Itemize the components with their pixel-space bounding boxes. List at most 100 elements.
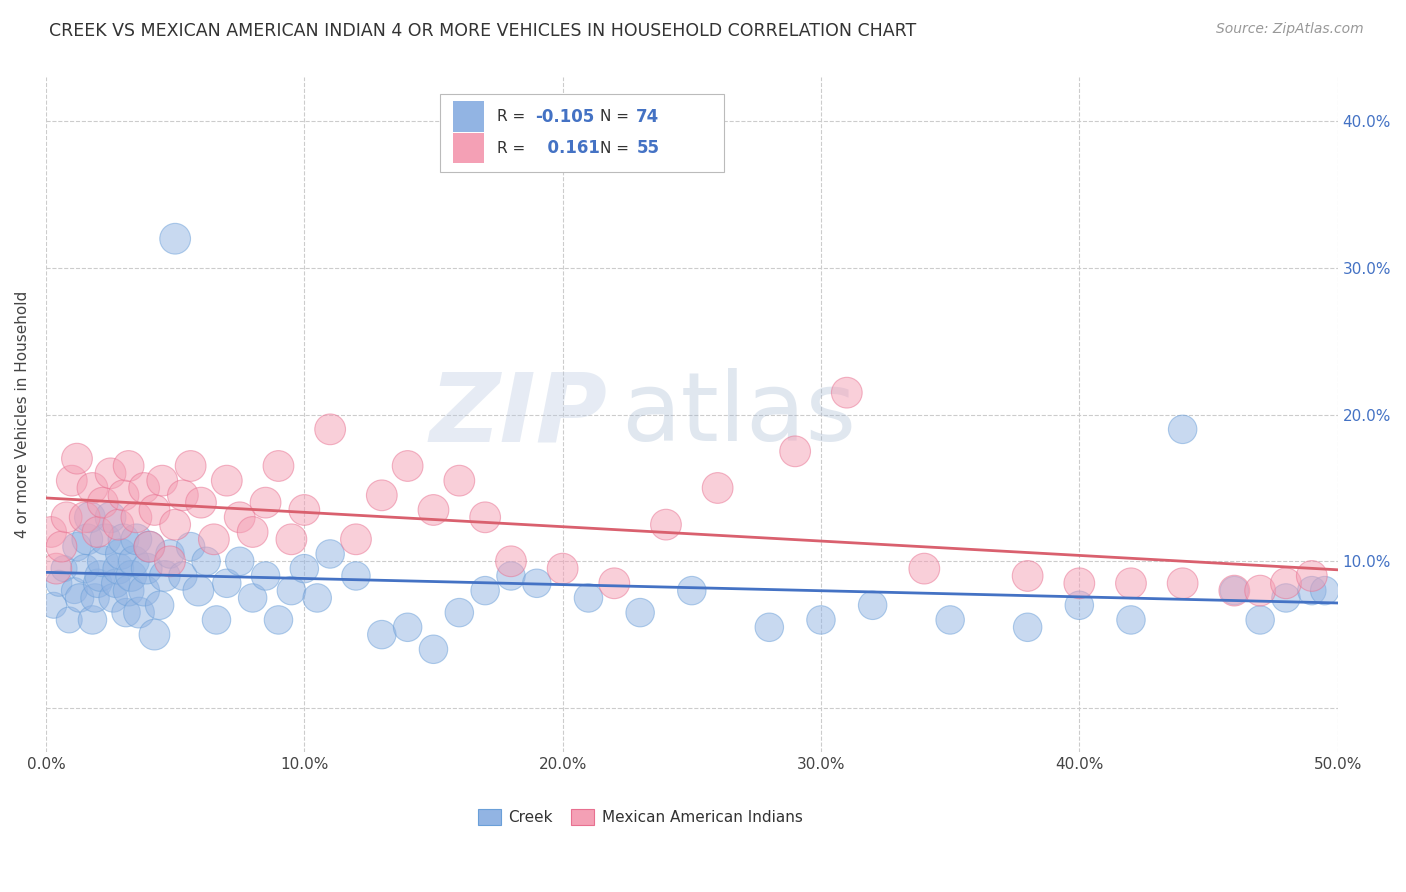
Point	[180, 458, 202, 473]
Point	[165, 517, 187, 532]
Point	[603, 576, 626, 591]
Point	[100, 467, 122, 481]
Point	[134, 583, 156, 598]
Point	[153, 569, 176, 583]
Point	[267, 458, 290, 473]
Point	[122, 554, 145, 568]
Point	[280, 583, 302, 598]
Point	[228, 554, 250, 568]
Point	[307, 591, 329, 605]
Point	[172, 488, 194, 502]
Point	[1119, 613, 1142, 627]
Point	[254, 496, 277, 510]
Point	[94, 533, 117, 547]
Point	[396, 458, 419, 473]
Point	[91, 554, 114, 568]
Point	[706, 481, 728, 495]
Point	[180, 540, 202, 554]
Point	[115, 606, 138, 620]
Point	[117, 583, 139, 598]
Point	[396, 620, 419, 634]
Point	[138, 540, 160, 554]
Point	[344, 533, 367, 547]
Point	[187, 583, 209, 598]
Point	[39, 524, 62, 539]
Point	[474, 510, 496, 524]
Point	[422, 642, 444, 657]
Point	[835, 385, 858, 400]
Point	[292, 561, 315, 575]
Point	[215, 576, 238, 591]
Point	[228, 510, 250, 524]
Point	[69, 591, 91, 605]
Text: -0.105: -0.105	[536, 108, 595, 126]
Point	[110, 547, 132, 561]
Point	[66, 451, 89, 466]
Point	[112, 488, 135, 502]
Point	[578, 591, 600, 605]
Point	[107, 561, 129, 575]
Point	[628, 606, 651, 620]
Point	[125, 533, 148, 547]
Legend: Creek, Mexican American Indians: Creek, Mexican American Indians	[471, 804, 808, 831]
Point	[138, 540, 160, 554]
Text: R =: R =	[496, 141, 530, 156]
Point	[202, 533, 225, 547]
Point	[82, 613, 104, 627]
Point	[55, 510, 77, 524]
FancyBboxPatch shape	[453, 102, 484, 132]
Point	[107, 517, 129, 532]
Point	[135, 561, 157, 575]
Point	[939, 613, 962, 627]
Point	[758, 620, 780, 634]
Point	[1017, 569, 1039, 583]
Point	[53, 561, 76, 575]
Point	[89, 569, 111, 583]
Text: N =: N =	[600, 141, 634, 156]
Point	[499, 554, 522, 568]
Point	[1069, 576, 1091, 591]
Point	[1301, 569, 1323, 583]
Point	[1275, 576, 1298, 591]
Point	[76, 533, 98, 547]
Text: 74: 74	[637, 108, 659, 126]
Point	[280, 533, 302, 547]
Point	[1249, 583, 1271, 598]
Point	[474, 583, 496, 598]
Point	[165, 232, 187, 246]
Point	[242, 591, 264, 605]
FancyBboxPatch shape	[453, 133, 484, 163]
Point	[150, 474, 173, 488]
Point	[551, 561, 574, 575]
Point	[785, 444, 807, 458]
Point	[91, 496, 114, 510]
Point	[862, 599, 884, 613]
Point	[371, 627, 394, 641]
Point	[51, 540, 73, 554]
Point	[104, 576, 127, 591]
Point	[319, 547, 342, 561]
Point	[159, 547, 181, 561]
Point	[1223, 583, 1246, 598]
Point	[449, 474, 471, 488]
Point	[159, 554, 181, 568]
Point	[42, 599, 65, 613]
Point	[60, 474, 83, 488]
Point	[1249, 613, 1271, 627]
Point	[79, 510, 101, 524]
Point	[86, 576, 108, 591]
Point	[215, 474, 238, 488]
Point	[128, 606, 150, 620]
Point	[117, 458, 139, 473]
Point	[371, 488, 394, 502]
Point	[292, 503, 315, 517]
Point	[84, 591, 107, 605]
Point	[344, 569, 367, 583]
Y-axis label: 4 or more Vehicles in Household: 4 or more Vehicles in Household	[15, 291, 30, 538]
Point	[101, 591, 124, 605]
Point	[655, 517, 678, 532]
Point	[73, 561, 96, 575]
Point	[190, 496, 212, 510]
Point	[1119, 576, 1142, 591]
Point	[63, 583, 86, 598]
